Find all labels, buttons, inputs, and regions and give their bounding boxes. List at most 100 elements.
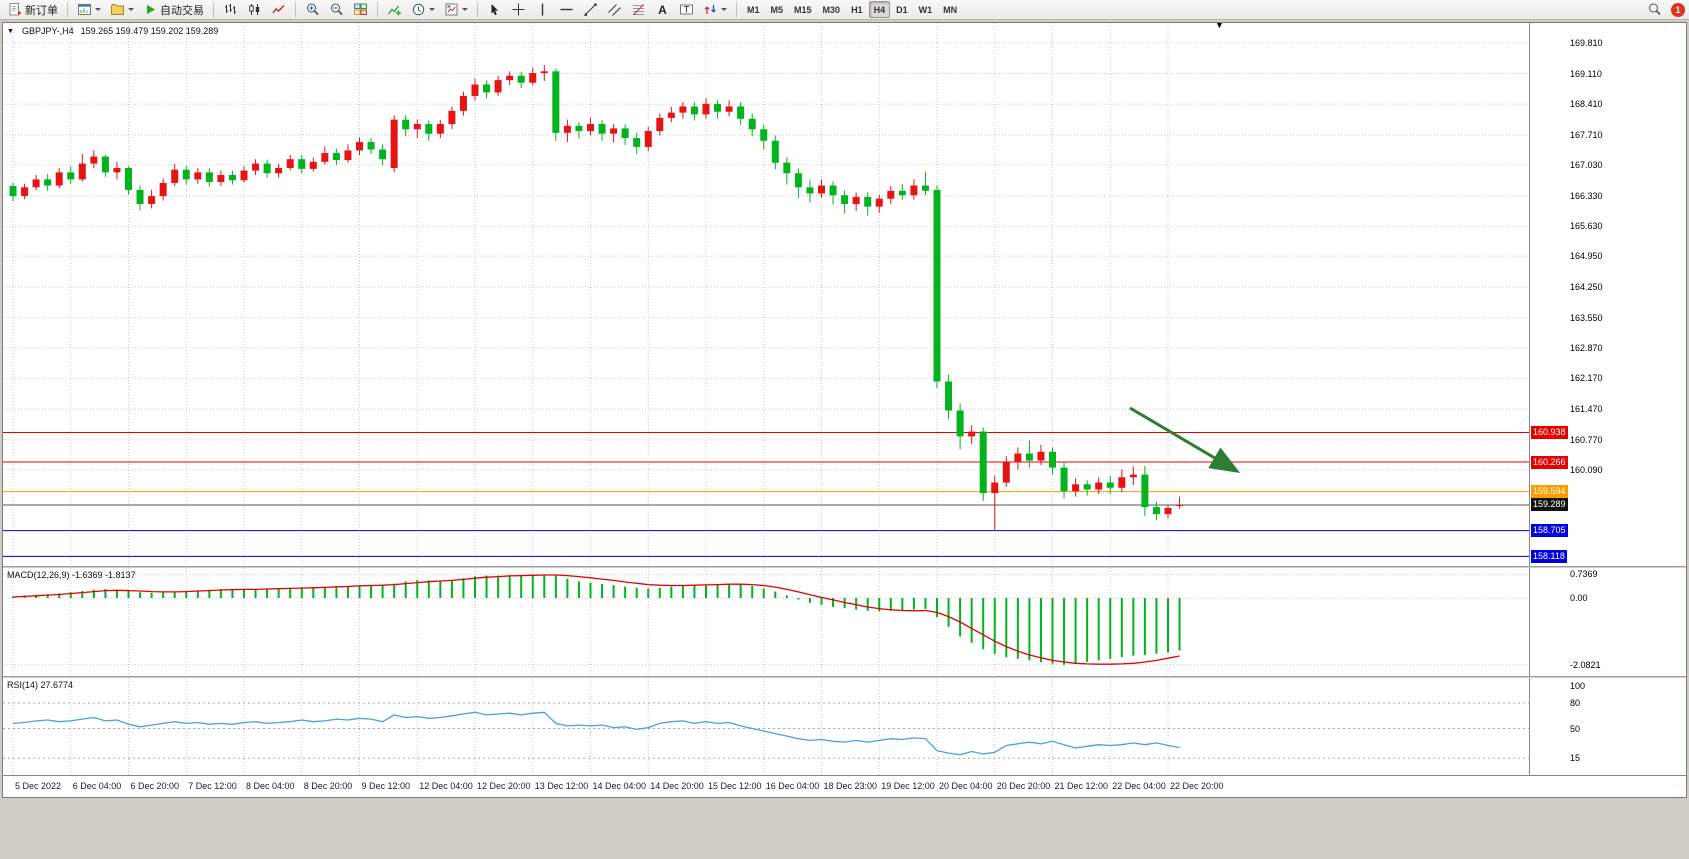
candle-body bbox=[332, 153, 340, 161]
fibonacci-button[interactable] bbox=[627, 1, 650, 19]
trend-arrow[interactable] bbox=[1129, 406, 1241, 474]
indicators-icon bbox=[387, 5, 401, 16]
date-label: 22 Dec 04:00 bbox=[1112, 781, 1166, 791]
candle-body bbox=[1049, 451, 1056, 468]
panel-splitter[interactable] bbox=[3, 676, 1686, 678]
timeframe-M30[interactable]: M30 bbox=[818, 1, 846, 18]
price-axis-label: 160.770 bbox=[1570, 434, 1603, 445]
text-button[interactable]: A bbox=[651, 1, 674, 19]
bar-chart-button[interactable] bbox=[219, 1, 242, 19]
main-chart-plot[interactable]: ▼ GBPJPY-,H4 159.265 159.479 159.202 159… bbox=[3, 23, 1530, 566]
candle-body bbox=[887, 190, 895, 199]
zoom-out-button[interactable] bbox=[325, 1, 348, 19]
chevron-down-icon bbox=[462, 8, 468, 11]
timeframe-D1[interactable]: D1 bbox=[891, 1, 913, 18]
candle-body bbox=[910, 185, 918, 196]
candle-body bbox=[344, 150, 352, 161]
ohlc-values-label: 159.265 159.479 159.202 159.289 bbox=[80, 26, 219, 36]
candlestick-button[interactable] bbox=[243, 1, 266, 19]
candle-body bbox=[113, 167, 121, 173]
templates-button[interactable] bbox=[440, 1, 472, 19]
price-axis-label: 163.550 bbox=[1570, 312, 1603, 323]
zoom-in-button[interactable] bbox=[301, 1, 324, 19]
rsi-axis[interactable]: 100 80 50 15 bbox=[1530, 678, 1686, 775]
cursor-button[interactable] bbox=[483, 1, 506, 19]
macd-plot[interactable]: MACD(12,26,9) -1.6369 -1.8137 bbox=[3, 568, 1530, 676]
toolbar-separator bbox=[295, 2, 296, 17]
profiles-button[interactable] bbox=[106, 1, 138, 19]
candle-body bbox=[1141, 474, 1149, 508]
candle-body bbox=[563, 125, 571, 133]
candle-body bbox=[956, 410, 964, 437]
arrows-button[interactable] bbox=[699, 1, 731, 19]
vertical-line-button[interactable] bbox=[531, 1, 554, 19]
timeframe-H1[interactable]: H1 bbox=[846, 1, 868, 18]
crosshair-button[interactable] bbox=[507, 1, 530, 19]
one-click-trading-arrow-icon[interactable]: ▼ bbox=[7, 27, 14, 35]
candle-body bbox=[875, 198, 883, 207]
candle-body bbox=[1060, 467, 1068, 492]
new-chart-button[interactable] bbox=[73, 1, 105, 19]
price-axis[interactable]: 169.810 169.110 168.410 167.710 167.030 166.3… bbox=[1530, 23, 1686, 566]
search-button[interactable] bbox=[1643, 1, 1666, 19]
candle-body bbox=[252, 163, 260, 171]
horizontal-line-button[interactable] bbox=[555, 1, 578, 19]
tile-windows-button[interactable] bbox=[349, 1, 372, 19]
candle-body bbox=[356, 142, 363, 151]
timeframe-M5[interactable]: M5 bbox=[766, 1, 789, 18]
toolbar-separator bbox=[377, 2, 378, 17]
rsi-plot[interactable]: RSI(14) 27.6774 bbox=[3, 678, 1530, 775]
date-axis[interactable]: 5 Dec 2022 6 Dec 04:00 6 Dec 20:00 7 Dec 12… bbox=[3, 775, 1686, 797]
candle-body bbox=[1014, 453, 1022, 463]
candle-body bbox=[194, 172, 202, 180]
candle-body bbox=[240, 170, 248, 181]
candle-body bbox=[818, 185, 825, 194]
candle-body bbox=[737, 106, 745, 119]
chart-shift-marker-icon[interactable]: ▼ bbox=[1215, 23, 1224, 30]
timeframe-group: M1 M5 M15 M30 H1 H4 D1 W1 MN bbox=[742, 1, 962, 18]
rsi-axis-label: 100 bbox=[1570, 681, 1586, 691]
trendline-button[interactable] bbox=[579, 1, 602, 19]
timeframe-M1[interactable]: M1 bbox=[742, 1, 765, 18]
new-order-button[interactable]: 新订单 bbox=[4, 1, 62, 19]
price-axis-label: 166.330 bbox=[1570, 190, 1603, 201]
candle-body bbox=[448, 110, 456, 125]
macd-chart[interactable] bbox=[3, 568, 1530, 676]
date-label: 14 Dec 20:00 bbox=[650, 781, 704, 791]
candle-body bbox=[21, 187, 29, 197]
indicators-button[interactable] bbox=[383, 1, 406, 19]
label-button[interactable]: T bbox=[675, 1, 698, 19]
candle-body bbox=[1072, 484, 1080, 492]
rsi-chart[interactable] bbox=[3, 678, 1530, 775]
periods-button[interactable] bbox=[407, 1, 439, 19]
candle-body bbox=[1037, 451, 1045, 461]
date-label: 9 Dec 12:00 bbox=[361, 781, 411, 791]
line-chart-button[interactable] bbox=[267, 1, 290, 19]
line-chart-icon bbox=[272, 5, 285, 14]
cursor-icon bbox=[491, 4, 498, 16]
candlestick-chart[interactable] bbox=[3, 23, 1530, 566]
candle-body bbox=[945, 381, 953, 411]
price-level-tag: 160.266 bbox=[1531, 455, 1568, 469]
autotrading-button[interactable]: 自动交易 bbox=[139, 1, 208, 19]
timeframe-MN[interactable]: MN bbox=[938, 1, 962, 18]
date-label: 18 Dec 23:00 bbox=[823, 781, 878, 791]
timeframe-W1[interactable]: W1 bbox=[914, 1, 938, 18]
timeframe-H4[interactable]: H4 bbox=[868, 1, 891, 18]
candle-body bbox=[783, 162, 791, 174]
toolbar-separator bbox=[477, 2, 478, 17]
macd-axis[interactable]: 0.7369 0.00 -2.0821 bbox=[1530, 568, 1686, 676]
current-price-tag: 159.289 bbox=[1531, 498, 1568, 512]
text-icon: A bbox=[658, 3, 667, 17]
candle-body bbox=[321, 153, 329, 162]
price-axis-label: 169.810 bbox=[1570, 37, 1603, 48]
timeframe-M15[interactable]: M15 bbox=[789, 1, 817, 18]
notification-badge[interactable]: 1 bbox=[1671, 2, 1685, 17]
candle-body bbox=[494, 80, 502, 93]
channel-button[interactable] bbox=[603, 1, 626, 19]
candle-body bbox=[32, 179, 40, 188]
candle-body bbox=[794, 173, 802, 188]
panel-splitter[interactable] bbox=[3, 566, 1686, 568]
candle-body bbox=[1164, 508, 1172, 515]
candle-body bbox=[598, 124, 606, 134]
